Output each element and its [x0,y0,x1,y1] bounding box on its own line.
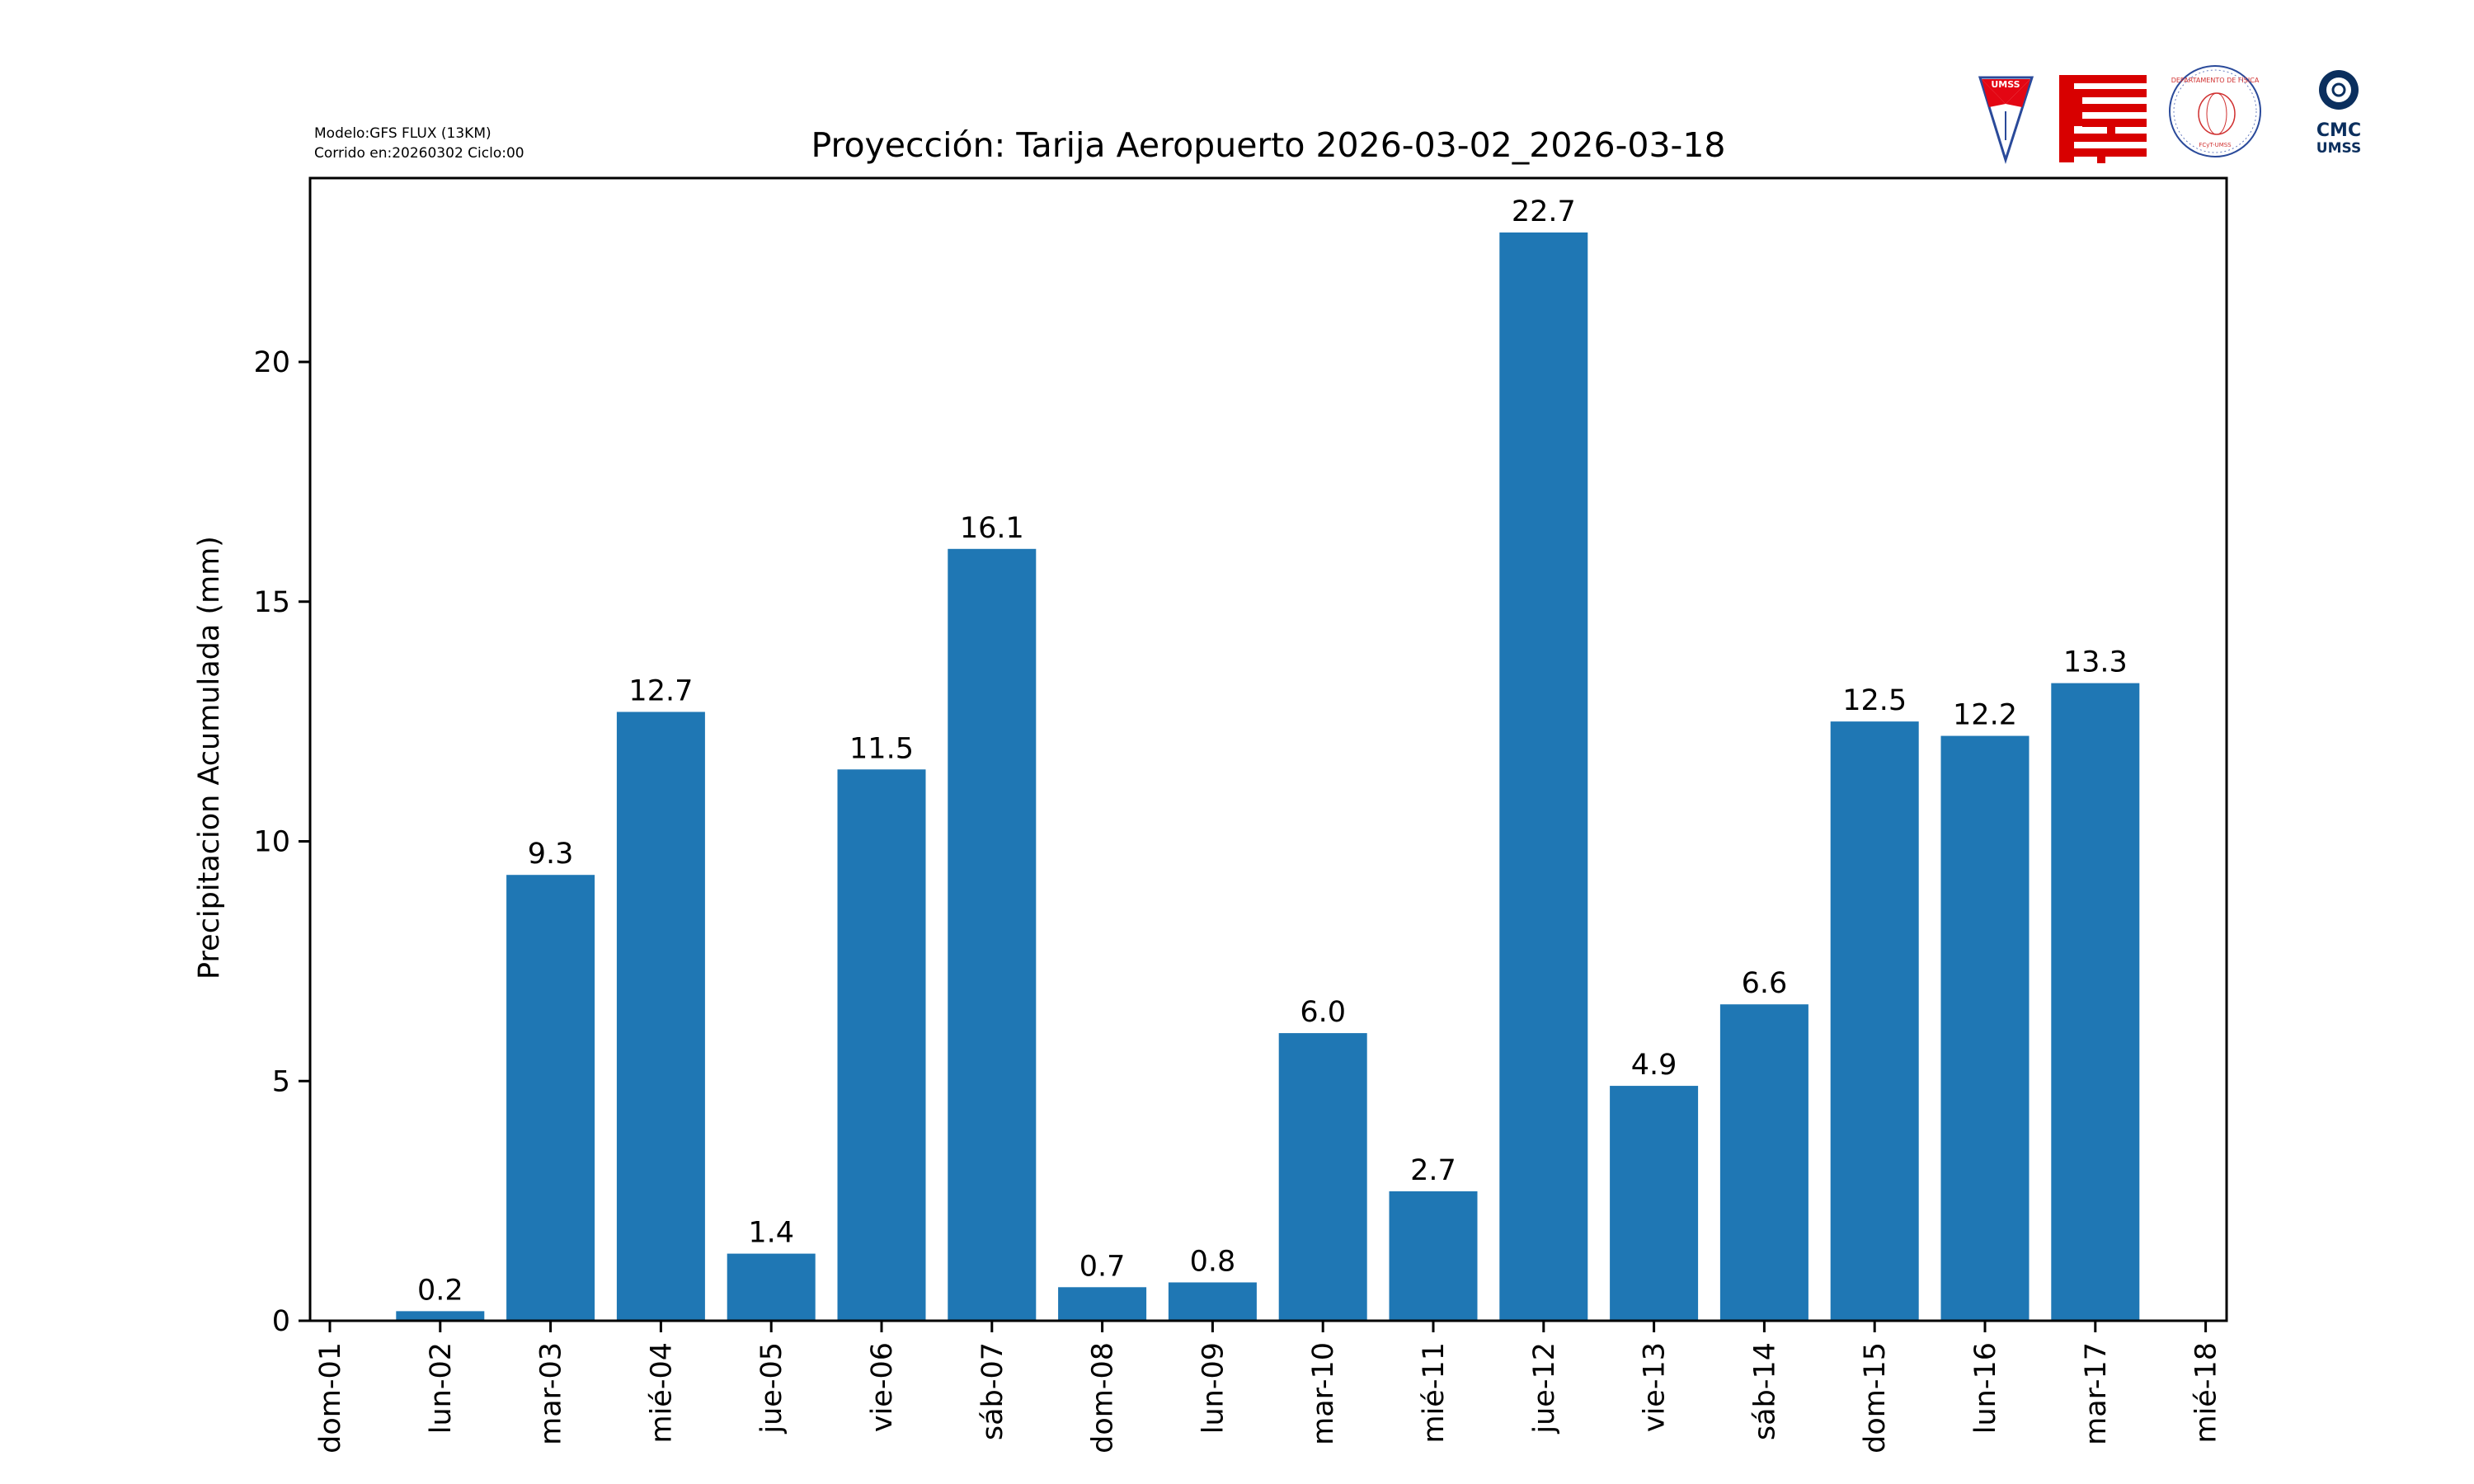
chart-title: Proyección: Tarija Aeropuerto 2026-03-02… [811,125,1725,165]
y-tick-label: 10 [253,826,290,859]
data-labels: 0.2 9.3 12.7 1.4 11.5 16.1 0.7 0.8 6.0 2.7 22.7 4.9… [417,195,2128,1307]
data-label: 2.7 [1410,1154,1456,1187]
data-label: 16.1 [960,512,1024,545]
data-label: 9.3 [528,838,574,871]
bar-lun-09 [1168,1282,1257,1321]
y-tick-label: 5 [272,1065,290,1098]
x-tick-label: mar-17 [2080,1342,2113,1445]
data-label: 0.2 [417,1274,463,1307]
umss-logo: UMSS [1978,76,2034,164]
cmc-logo-line2: UMSS [2316,140,2361,157]
bar-mar-03 [506,875,595,1321]
cmc-logo-line1: CMC [2316,120,2361,141]
data-label: 4.9 [1631,1049,1677,1082]
x-tick-label: lun-09 [1197,1342,1230,1434]
data-label: 11.5 [849,732,914,765]
x-tick-label: lun-02 [425,1342,458,1434]
fcyt-logo [2059,75,2147,163]
data-label: 6.6 [1742,967,1788,1000]
model-info: Modelo:GFS FLUX (13KM) [314,125,492,142]
data-label: 22.7 [1512,195,1576,228]
y-axis-label: Precipitacion Acumulada (mm) [193,536,226,979]
fisica-logo-text: DEPARTAMENTO DE FÍSICA [2171,75,2260,84]
bar-dom-08 [1058,1287,1147,1321]
x-axis-ticks: dom-01 lun-02 mar-03 mié-04 jue-05 vie-06 sáb-… [314,1321,2223,1453]
x-tick-label: jue-12 [1528,1342,1561,1435]
bar-lun-02 [396,1311,485,1321]
data-label: 13.3 [2063,646,2128,679]
bar-mié-11 [1389,1190,1478,1321]
x-tick-label: vie-06 [866,1342,899,1432]
x-tick-label: mar-10 [1307,1342,1340,1445]
y-tick-label: 0 [272,1305,290,1338]
run-info: Corrido en:20260302 Ciclo:00 [314,145,524,162]
plot-frame [308,176,2228,1322]
bar-sáb-14 [1719,1004,1808,1321]
x-tick-label: jue-05 [755,1342,788,1435]
bar-vie-06 [837,769,926,1321]
y-axis-ticks: 0 5 10 15 20 [253,346,310,1338]
fisica-logo-subtext: FCyT-UMSS [2199,142,2232,148]
bar-mar-17 [2051,683,2140,1321]
bar-mar-10 [1278,1033,1367,1321]
bar-vie-13 [1610,1086,1699,1321]
x-tick-label: lun-16 [1969,1342,2002,1434]
data-label: 12.5 [1842,684,1907,717]
y-tick-label: 20 [253,346,290,379]
data-label: 12.2 [1953,699,2017,732]
bar-jue-05 [727,1253,816,1321]
x-tick-label: dom-15 [1859,1342,1892,1453]
x-tick-label: sáb-14 [1748,1342,1781,1440]
x-tick-label: dom-08 [1087,1342,1120,1453]
umss-logo-text: UMSS [1991,79,2020,90]
x-tick-label: mié-11 [1418,1342,1451,1444]
cmc-umss-logo: CMC UMSS [2316,70,2361,157]
x-tick-label: dom-01 [314,1342,347,1453]
departamento-fisica-logo: DEPARTAMENTO DE FÍSICA FCyT-UMSS [2169,65,2261,157]
x-tick-label: vie-13 [1639,1342,1672,1432]
x-tick-label: mar-03 [535,1342,568,1445]
data-label: 0.8 [1190,1245,1236,1278]
bar-sáb-07 [948,548,1037,1321]
bar-mié-04 [616,711,705,1321]
data-label: 0.7 [1079,1250,1126,1283]
bar-jue-12 [1499,232,1588,1321]
x-tick-label: mié-04 [645,1342,678,1444]
data-label: 1.4 [748,1217,794,1250]
data-label: 12.7 [628,674,693,707]
bar-lun-16 [1940,735,2030,1321]
x-tick-label: sáb-07 [976,1342,1009,1440]
bars [396,232,2140,1321]
y-tick-label: 15 [253,586,290,619]
data-label: 6.0 [1300,996,1346,1029]
x-tick-label: mié-18 [2190,1342,2223,1444]
bar-dom-15 [1830,721,1919,1321]
